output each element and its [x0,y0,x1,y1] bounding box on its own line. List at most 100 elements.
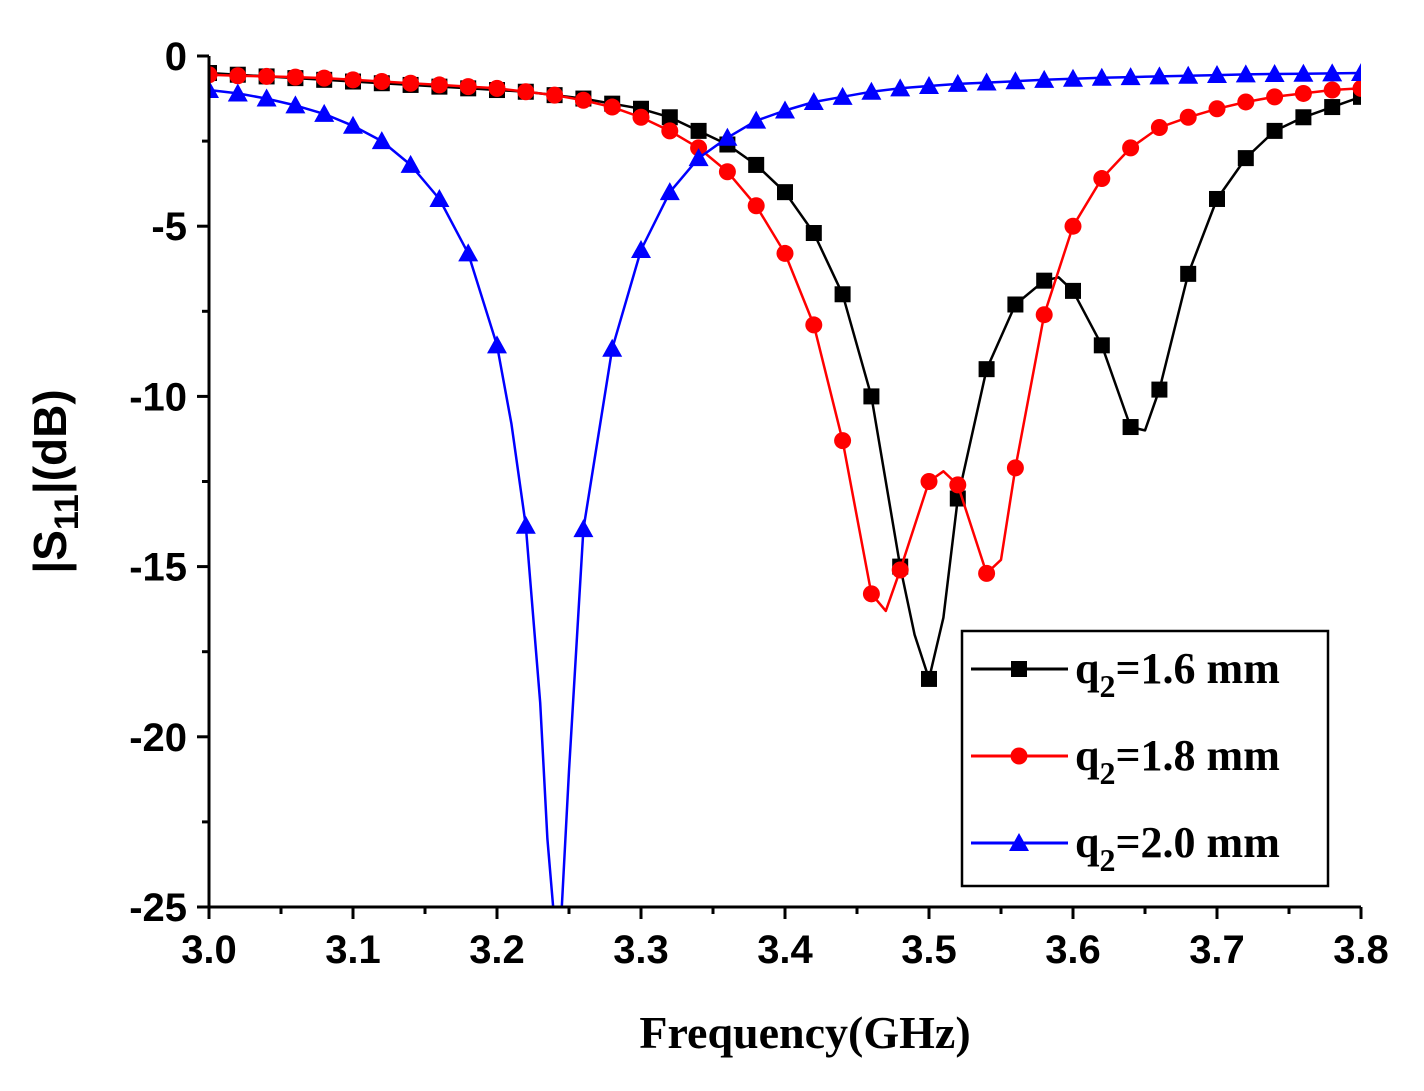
legend-marker [1009,833,1029,851]
y-tick-label: 0 [165,35,187,79]
series-layer [209,63,1361,907]
legend-entry: q2=2.0 mm [971,818,1280,878]
data-point [661,109,678,126]
data-point [1093,337,1110,354]
data-point [209,66,218,84]
legend-marker [1011,661,1027,677]
data-point [659,182,680,201]
data-point [1266,88,1284,106]
data-point [832,86,853,105]
legend-label-subscript: 2 [1099,755,1115,791]
data-point [430,76,448,94]
data-point [1005,71,1026,90]
legend-entry: q2=1.6 mm [971,644,1280,704]
data-point [748,156,765,173]
x-tick-label: 3.8 [1333,928,1389,972]
data-point [632,108,650,126]
data-point [978,564,996,582]
y-tick-label: -10 [129,375,187,419]
data-point [834,286,851,303]
legend-label: q2=1.8 mm [1075,731,1280,791]
data-point [517,83,535,101]
legend-label-subscript: 2 [1099,842,1115,878]
data-point [603,98,621,116]
data-point [920,473,938,490]
data-point [488,79,506,97]
data-point [1235,64,1256,83]
data-point [402,74,420,92]
data-point [1065,282,1081,299]
data-point [315,69,333,87]
series-square [209,65,1361,687]
data-point [1063,68,1083,87]
plot-frame [207,56,1361,909]
data-point [949,476,967,494]
data-point [1323,81,1341,99]
legend-entry: q2=1.8 mm [971,731,1280,791]
data-point [1207,65,1227,84]
data-point [862,585,880,603]
data-point [1294,84,1312,102]
data-point [1351,63,1361,82]
data-point [777,184,793,201]
data-point [1324,99,1341,116]
data-point [1151,381,1168,398]
data-point [718,163,736,181]
data-point [1006,459,1024,477]
data-point [1064,217,1082,235]
data-point [803,91,824,110]
legend-label-prefix: q [1075,818,1100,867]
data-point [487,335,507,354]
data-point [776,244,794,262]
data-point [227,83,248,102]
y-tick-label: -25 [129,886,187,930]
legend-label-subscript: 2 [1099,668,1115,704]
y-axis-title-suffix: |(dB) [24,389,76,494]
x-tick-label: 3.5 [901,928,957,972]
data-point [631,240,651,259]
data-point [891,561,909,579]
data-point [747,197,765,215]
data-point [1295,109,1312,126]
data-point [258,67,276,85]
data-point [690,139,708,157]
x-tick-label: 3.3 [613,928,669,972]
data-point [775,100,795,119]
data-point [574,91,592,109]
data-point [1091,67,1112,86]
data-point [746,110,767,129]
data-point [805,225,822,242]
data-point [1208,100,1226,118]
data-point [229,67,247,85]
data-point [286,68,304,86]
legend-label-suffix: =2.0 mm [1115,818,1279,867]
data-point [546,86,564,104]
data-point [1266,122,1283,139]
data-point [919,75,939,94]
legend-label-prefix: q [1075,644,1100,693]
data-point [400,154,421,173]
data-point [978,361,995,378]
data-point [1178,65,1199,84]
legend-marker [1010,747,1028,765]
data-point [459,78,477,96]
data-point [256,88,277,107]
data-point [1179,108,1197,126]
series-line [209,71,1361,681]
data-point [1264,64,1285,83]
data-point [1322,63,1343,82]
series-line [209,73,1361,613]
data-point [921,670,937,687]
legend-label-prefix: q [1075,731,1100,780]
x-tick-label: 3.2 [469,928,525,972]
data-point [285,95,306,114]
data-point [863,388,880,405]
data-point [602,338,623,357]
data-point [209,80,219,99]
data-point [1122,419,1139,436]
data-point [976,72,997,91]
series-line [209,71,1361,907]
series-circle [209,66,1361,613]
data-point [1149,66,1170,85]
